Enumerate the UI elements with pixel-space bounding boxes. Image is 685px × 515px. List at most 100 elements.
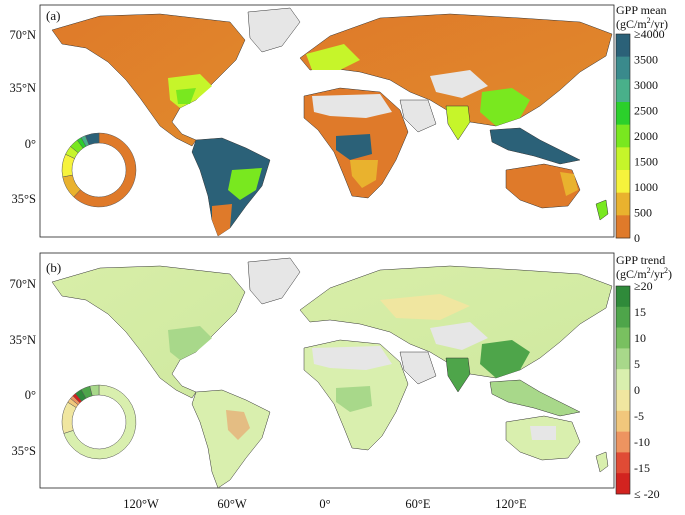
colorbar-a-tick-4: 2000 [634,129,658,143]
eurasia-a [299,13,613,127]
eurasia-b [299,265,613,379]
na-southeast-a [176,88,196,104]
colorbar-a-ticks: ≥4000 3500 3000 2500 2000 1500 1000 500 0 [634,27,665,245]
colorbar-b-tick-1: 15 [634,305,646,319]
colorbar-b-unit: (gC/m2/yr2) [616,266,672,281]
colorbar-a-tick-1: 3500 [634,53,658,67]
colorbar-b-ticks: ≥20 15 10 5 0 -5 -10 -15 ≤ -20 [634,279,660,501]
lat-tick-70n-b: 70°N [9,277,36,291]
panel-a-colorbar: GPP mean (gC/m2/yr) ≥4000 3500 3000 2500 200… [615,3,668,245]
panel-b-colorbar: GPP trend (gC/m2/yr2) ≥20 15 10 5 0 -5 -10 -15 ≤… [615,253,672,501]
lon-tick-0: 0° [319,497,330,511]
panel-a-donut [61,132,137,208]
lat-tick-35s-a: 35°S [12,192,36,206]
panel-a-map [51,7,613,237]
colorbar-a-unit: (gC/m2/yr) [616,16,668,31]
india-a [445,105,471,141]
lon-tick-120w: 120°W [123,497,159,511]
na-east-b [168,326,212,360]
panel-b: (b) GPP trend (gC/m2/yr2) [9,252,672,501]
australia-interior-b [530,426,556,440]
colorbar-a-swatch-2 [616,79,630,103]
colorbar-b-swatch-3 [616,348,630,370]
colorbar-b-tick-8: ≤ -20 [634,487,660,501]
europe-green-a [306,44,360,70]
lat-tick-70n-a: 70°N [9,28,36,42]
donut-b-slice-0 [63,384,137,460]
panel-b-donut [61,384,137,460]
colorbar-b-tick-2: 10 [634,331,646,345]
colorbar-b-tick-6: -10 [634,435,650,449]
colorbar-a-tick-6: 1000 [634,180,658,194]
colorbar-a-swatch-8 [616,215,630,239]
lon-tick-60w: 60°W [217,497,246,511]
new-zealand-b [595,451,609,473]
panel-a-lat-ticks: 70°N 35°N 0° 35°S [9,28,36,206]
east-asia-b [480,340,530,378]
indonesia-a [489,127,581,165]
donut-b-slice-7 [89,384,100,397]
colorbar-b-swatch-7 [616,431,630,453]
colorbar-a-swatches [615,33,631,239]
colorbar-b-swatch-1 [616,306,630,328]
colorbar-b-swatch-4 [616,369,630,391]
colorbar-a-tick-0: ≥4000 [634,27,665,41]
donut-a-slice-7 [85,132,100,146]
east-asia-green-a [480,88,530,126]
asia-desert-b [430,322,488,350]
panel-b-lat-ticks: 70°N 35°N 0° 35°S [9,277,36,458]
lat-tick-0-a: 0° [25,137,36,151]
africa-south-a [350,160,378,188]
colorbar-a-frame [615,33,631,239]
colorbar-b-swatch-5 [616,390,630,412]
colorbar-b-tick-0: ≥20 [634,279,653,293]
colorbar-b-tick-5: -5 [634,409,644,423]
colorbar-a-swatch-6 [616,170,630,193]
colorbar-a-tick-2: 3000 [634,78,658,92]
arabia-b [399,351,437,385]
colorbar-b-swatches [615,285,631,495]
colorbar-b-swatch-2 [616,327,630,349]
colorbar-a-tick-3: 2500 [634,104,658,118]
colorbar-b-swatch-6 [616,410,630,432]
lon-tick-60e: 60°E [405,497,430,511]
panel-a: (a) [9,3,668,245]
colorbar-b-tick-7: -15 [634,461,650,475]
south-america-b [191,389,271,489]
panel-b-map [51,257,613,489]
colorbar-b-swatch-8 [616,452,630,474]
arabia-a [399,99,437,133]
colorbar-b-tick-4: 0 [634,383,640,397]
panel-b-label: (b) [46,260,61,275]
colorbar-b-swatch-9 [616,473,630,495]
greenland-b [247,257,301,305]
lat-tick-35s-b: 35°S [12,444,36,458]
lon-tick-120e: 120°E [495,497,527,511]
colorbar-a-tick-5: 1500 [634,155,658,169]
colorbar-b-tick-3: 5 [634,357,640,371]
congo-a [336,134,372,160]
sahara-a [312,94,392,118]
india-b [445,357,471,393]
colorbar-a-title: GPP mean [616,3,667,17]
sahara-b [312,346,392,370]
colorbar-a-swatch-0 [616,34,630,57]
panel-a-label: (a) [46,8,60,23]
sa-decline-b [226,410,250,440]
north-america-b [51,265,246,399]
indonesia-b [489,379,581,417]
lat-tick-35n-a: 35°N [9,81,36,95]
colorbar-a-swatch-5 [616,147,630,171]
colorbar-b-swatch-0 [616,286,630,308]
colorbar-a-swatch-7 [616,192,630,216]
new-zealand-a [595,199,609,221]
colorbar-a-tick-7: 500 [634,206,652,220]
congo-b [336,386,372,412]
central-asia-b [380,294,470,320]
colorbar-a-swatch-3 [616,102,630,125]
colorbar-a-swatch-1 [616,56,630,80]
lat-tick-0-b: 0° [25,388,36,402]
lat-tick-35n-b: 35°N [9,333,36,347]
sa-patagonia-a [212,204,232,236]
